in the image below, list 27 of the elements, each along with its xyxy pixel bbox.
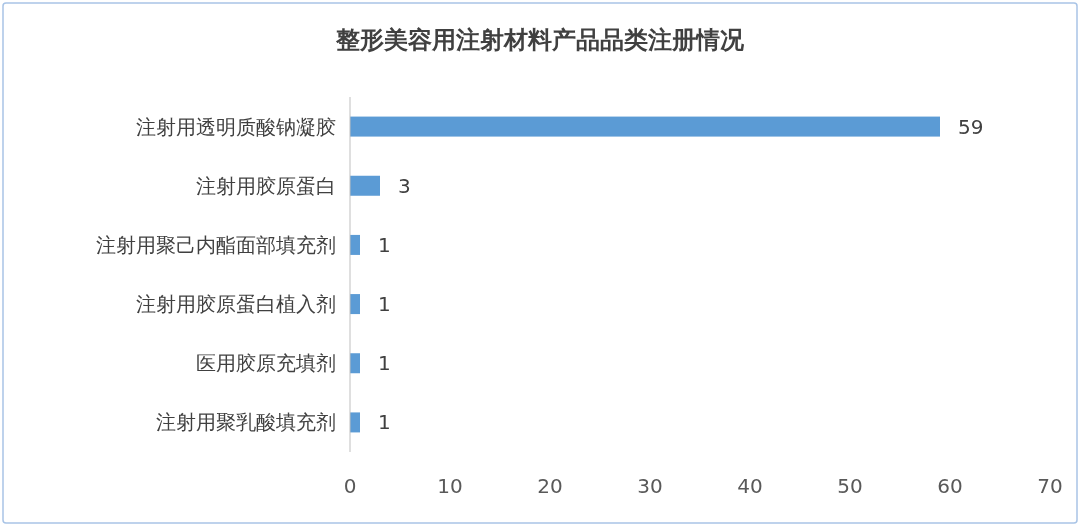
y-tick-label: 注射用胶原蛋白植入剂 — [136, 292, 336, 317]
bar — [350, 116, 940, 137]
chart-title: 整形美容用注射材料产品品类注册情况 — [335, 26, 745, 54]
data-label: 1 — [378, 292, 391, 317]
x-tick-label: 20 — [537, 474, 563, 498]
bar — [350, 234, 360, 255]
data-label: 1 — [378, 410, 391, 435]
x-tick-label: 10 — [437, 474, 463, 498]
x-tick-label: 70 — [1037, 474, 1063, 498]
bar — [350, 353, 360, 374]
y-tick-label: 注射用透明质酸钠凝胶 — [136, 114, 336, 139]
y-tick-label: 注射用聚己内酯面部填充剂 — [96, 232, 336, 257]
y-tick-label: 医用胶原充填剂 — [196, 351, 336, 376]
y-tick-label: 注射用胶原蛋白 — [196, 173, 336, 198]
x-tick-label: 50 — [837, 474, 863, 498]
bar — [350, 294, 360, 315]
bar — [350, 175, 380, 196]
data-label: 3 — [398, 173, 411, 198]
x-tick-label: 30 — [637, 474, 663, 498]
x-tick-label: 0 — [343, 474, 357, 498]
data-label: 59 — [958, 114, 984, 139]
data-label: 1 — [378, 232, 391, 257]
bar — [350, 412, 360, 433]
y-tick-label: 注射用聚乳酸填充剂 — [156, 410, 336, 435]
x-tick-label: 60 — [937, 474, 963, 498]
data-label: 1 — [378, 351, 391, 376]
x-tick-label: 40 — [737, 474, 763, 498]
